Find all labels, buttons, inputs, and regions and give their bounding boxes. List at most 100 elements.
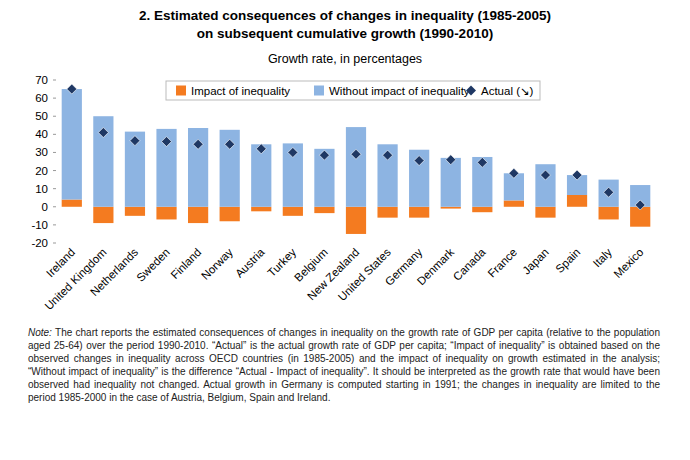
- y-tick: [53, 152, 56, 153]
- note-text: The chart reports the estimated conseque…: [28, 327, 660, 403]
- marker: [67, 84, 77, 94]
- marker: [256, 144, 266, 154]
- y-tick: [53, 80, 56, 81]
- note: Note: The chart reports the estimated co…: [28, 326, 660, 404]
- subtitle: Growth rate, in percentages: [268, 52, 422, 66]
- marker: [604, 187, 614, 197]
- y-tick-label: 70: [35, 74, 48, 86]
- bar: [188, 128, 208, 207]
- bar: [567, 195, 587, 207]
- x-tick-label: Canada: [451, 246, 488, 283]
- bar: [441, 207, 461, 209]
- y-tick-label: 20: [35, 165, 48, 177]
- marker: [540, 170, 550, 180]
- bar: [62, 200, 82, 207]
- bar: [409, 150, 429, 207]
- y-tick: [53, 116, 56, 117]
- bar: [125, 207, 145, 216]
- x-tick-label: Sweden: [134, 246, 172, 284]
- marker: [98, 128, 108, 138]
- bar: [314, 149, 334, 207]
- x-tick-label: Norway: [199, 246, 235, 282]
- marker: [225, 139, 235, 149]
- x-tick-label: France: [486, 246, 520, 280]
- bar: [93, 207, 113, 223]
- bar: [441, 158, 461, 207]
- marker: [130, 136, 140, 146]
- bar: [599, 180, 619, 207]
- x-tick-label: Finland: [168, 246, 203, 281]
- marker: [635, 200, 645, 210]
- legend: Impact of inequality Without impact of in…: [166, 81, 540, 100]
- x-tick-label: Japan: [520, 246, 551, 277]
- bar: [156, 207, 176, 220]
- marker: [446, 155, 456, 165]
- y-tick: [53, 98, 56, 99]
- marker: [509, 168, 519, 178]
- marker: [319, 150, 329, 160]
- bar: [504, 200, 524, 206]
- bar: [346, 127, 366, 207]
- bar: [535, 164, 555, 207]
- y-tick: [53, 243, 56, 244]
- marker: [477, 157, 487, 167]
- bar: [377, 144, 397, 206]
- legend-label: Actual (↘): [481, 85, 534, 97]
- legend-swatch: [314, 86, 324, 96]
- bar: [188, 207, 208, 223]
- bar: [251, 207, 271, 212]
- bar: [93, 116, 113, 207]
- x-tick-label: Austria: [233, 246, 267, 280]
- x-tick-label: Denmark: [415, 246, 457, 288]
- bar: [535, 207, 555, 218]
- marker: [193, 139, 203, 149]
- marker: [288, 147, 298, 157]
- legend-swatch: [466, 86, 476, 96]
- marker: [383, 150, 393, 160]
- y-tick: [53, 224, 56, 225]
- bar: [220, 130, 240, 207]
- y-tick: [53, 188, 56, 189]
- title: 2. Estimated consequences of changes in …: [139, 8, 551, 23]
- y-tick: [53, 206, 56, 207]
- marker: [572, 170, 582, 180]
- y-tick-label: 0: [42, 201, 48, 213]
- bar: [472, 207, 492, 212]
- bar: [409, 207, 429, 218]
- bar: [156, 129, 176, 207]
- y-tick-label: 40: [35, 128, 48, 140]
- x-tick-label: Netherlands: [88, 246, 141, 299]
- marker: [351, 149, 361, 159]
- bar: [346, 207, 366, 234]
- y-tick-label: 10: [35, 183, 48, 195]
- y-tick-label: 30: [35, 146, 48, 158]
- x-tick-label: Spain: [553, 246, 582, 275]
- bar: [251, 144, 271, 206]
- bar: [377, 207, 397, 218]
- note-label: Note:: [28, 327, 52, 338]
- y-tick-label: 60: [35, 92, 48, 104]
- bar: [472, 157, 492, 207]
- legend-box: [166, 81, 540, 100]
- bar: [599, 207, 619, 220]
- bar: [220, 207, 240, 221]
- bar: [283, 143, 303, 206]
- bar: [62, 89, 82, 199]
- marker: [162, 137, 172, 147]
- x-tick-label: Italy: [591, 246, 615, 270]
- legend-label: Without impact of inequality: [329, 85, 470, 97]
- y-tick-label: 50: [35, 110, 48, 122]
- title: on subsequent cumulative growth (1990-20…: [197, 26, 493, 41]
- bar: [283, 207, 303, 216]
- chart: 2. Estimated consequences of changes in …: [0, 0, 690, 460]
- bar: [125, 132, 145, 207]
- y-tick: [53, 134, 56, 135]
- y-tick-label: -10: [31, 219, 48, 231]
- legend-swatch: [176, 86, 186, 96]
- y-tick: [53, 170, 56, 171]
- bar: [314, 207, 334, 213]
- y-tick-label: -20: [31, 237, 48, 249]
- legend-label: Impact of inequality: [191, 85, 290, 97]
- x-tick-label: Mexico: [611, 246, 645, 280]
- x-tick-label: United States: [336, 246, 393, 303]
